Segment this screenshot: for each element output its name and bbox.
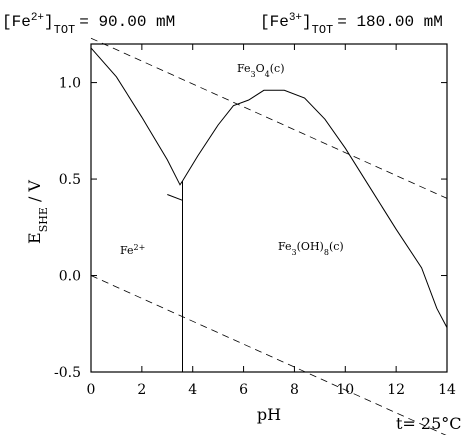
y-axis-unit: / V [25,180,44,208]
y-axis-label: ESHE / V [25,180,50,244]
x-tick-label: 2 [137,382,146,398]
x-tick-label: 14 [438,382,456,398]
y-tick-label: 1.0 [59,76,81,92]
dashed-line-3 [90,37,448,199]
x-tick-label: 10 [336,382,354,398]
fe3o4-p3: (c) [270,62,285,75]
fe2-close: ] [44,13,54,31]
plot-frame [90,43,448,373]
x-tick-label: 12 [387,382,405,398]
series-group [90,37,448,435]
fe2-value: = 90.00 mM [79,13,175,31]
boundary-line-0 [90,47,448,328]
y-axis-ticks: -0.5 0.0 0.5 1.0 [54,76,447,381]
dashed-line-4 [90,275,447,435]
feoh8-p2: (OH) [297,240,324,253]
y-axis-sub: SHE [37,207,50,232]
boundary-line-1 [167,194,183,201]
fe3-charge: 3+ [289,12,302,24]
fe3o4-p1: Fe [237,62,251,75]
fe2-charge: 2+ [31,12,44,24]
fe3-tot: TOT [312,23,334,37]
region-label-fe3o4: Fe3O4(c) [237,62,285,79]
x-axis-label: pH [257,405,281,424]
feoh8-p1: Fe [278,240,292,253]
fe3-prefix: [Fe [260,13,289,31]
region-label-feoh8: Fe3(OH)8(c) [278,240,344,257]
fe3-close: ] [302,13,312,31]
y-axis-main: E [25,232,44,244]
feoh8-s2: 8 [324,248,329,257]
fe3-value: = 180.00 mM [337,13,443,31]
fe3-total-header: [Fe3+]TOT = 180.00 mM [260,12,443,37]
fe3o4-p2: O [256,62,265,75]
region-label-fe2: Fe2+ [120,243,145,258]
fe2-tot: TOT [54,23,76,37]
x-tick-label: 8 [290,382,299,398]
x-tick-label: 6 [239,382,248,398]
fe2-prefix: [Fe [2,13,31,31]
feoh8-s1: 3 [292,248,297,257]
x-tick-label: 4 [188,382,197,398]
y-tick-label: 0.0 [59,269,81,285]
feoh8-p3: (c) [329,240,344,253]
x-tick-label: 0 [87,382,96,398]
fe2-sup: 2+ [134,243,146,252]
y-tick-label: -0.5 [54,365,81,381]
fe3o4-s2: 4 [265,70,270,79]
fe3o4-s1: 3 [251,70,256,79]
temperature-label: t= 25°C [396,414,462,433]
y-tick-label: 0.5 [59,172,81,188]
fe2-total-header: [Fe2+]TOT = 90.00 mM [2,12,175,37]
x-axis-ticks: 0 2 4 6 8 10 12 14 [87,44,456,398]
fe2-base: Fe [120,244,134,257]
